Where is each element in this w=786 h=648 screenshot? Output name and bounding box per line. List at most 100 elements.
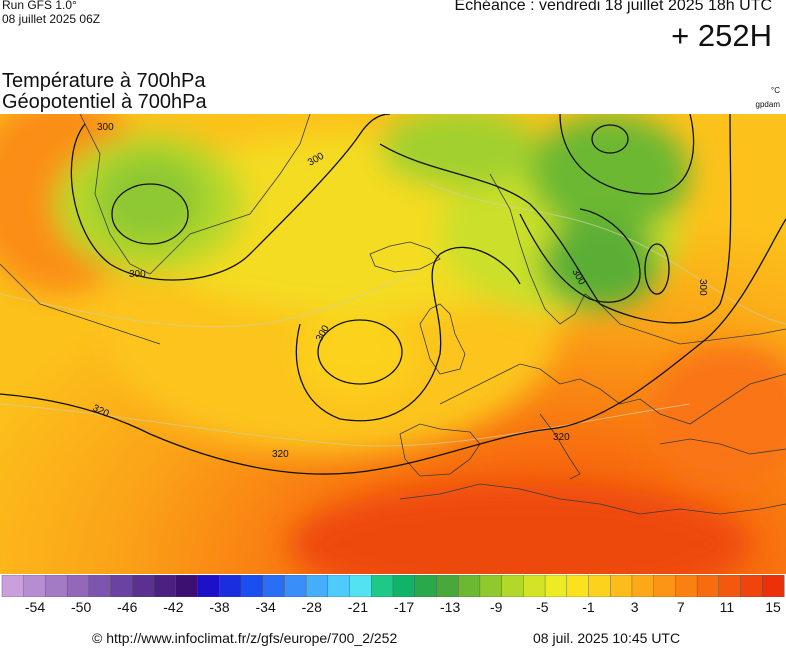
geopotential-contour — [591, 124, 629, 154]
colorbar-swatch — [457, 575, 481, 597]
colorbar-swatch — [566, 575, 590, 597]
hot-north-africa — [290, 484, 750, 574]
coastline-europe — [439, 363, 786, 425]
colorbar-swatch — [479, 575, 503, 597]
colorbar-swatch — [1, 575, 25, 597]
contour-label: 300 — [129, 269, 146, 280]
run-title: Run GFS 1.0° — [2, 0, 77, 12]
map-title-temperature: Température à 700hPa — [2, 70, 206, 92]
colorbar-tick-label: -42 — [163, 599, 184, 615]
cold-arctic-core — [530, 114, 690, 234]
colorbar-labels: -54 -50 -46 -42 -38 -34 -28 -21 -17 -13 -9 -5 -1 3 7 11… — [0, 599, 786, 619]
colorbar-tick-label: -34 — [255, 599, 276, 615]
colorbar-swatch — [588, 575, 611, 597]
colorbar-tick-label: -28 — [301, 599, 322, 615]
warm-southeast — [650, 344, 786, 484]
colorbar-swatch — [240, 575, 264, 597]
colorbar-tick-label: -21 — [347, 599, 368, 615]
geopotential-contour — [644, 243, 670, 295]
colorbar-swatch — [110, 575, 133, 597]
temperature-colorbar — [1, 575, 785, 597]
colorbar-tick-label: -1 — [582, 599, 595, 615]
colorbar-swatch — [66, 575, 90, 597]
geopotential-contour — [317, 319, 403, 385]
colorbar-swatch — [23, 575, 46, 597]
isotherm — [429, 183, 786, 325]
cool-iceland-area — [380, 114, 540, 189]
coastline-labrador — [0, 263, 161, 345]
colorbar-tick-label: -54 — [24, 599, 46, 615]
coastline-north-africa — [399, 483, 786, 515]
colorbar-swatch — [132, 575, 155, 597]
weather-map: 300 300 300 300 300 300 320 320 320 — [0, 114, 786, 574]
colorbar-swatch — [696, 575, 720, 597]
colorbar-swatch — [436, 575, 459, 597]
geopotential-contour — [379, 114, 732, 324]
unit-temperature: °C — [771, 86, 780, 95]
coastline-turkey — [659, 438, 786, 455]
colorbar-swatch — [392, 575, 416, 597]
colorbar-tick-label: 3 — [630, 599, 639, 615]
colorbar-swatch — [284, 575, 307, 597]
contour-label: 300 — [97, 122, 114, 133]
run-date: 08 juillet 2025 06Z — [2, 12, 101, 26]
colorbar-swatch — [544, 575, 568, 597]
colorbar-swatch — [197, 575, 220, 597]
colorbar-swatch — [523, 575, 546, 597]
colorbar-swatch — [414, 575, 437, 597]
colorbar-swatch — [653, 575, 676, 597]
contour-label: 300 — [697, 279, 708, 296]
colorbar-swatch — [718, 575, 742, 597]
geopotential-contour — [519, 208, 641, 303]
coastline-british-isles — [419, 303, 466, 375]
geopotential-contour — [70, 114, 391, 281]
footer-source-url: © http://www.infoclimat.fr/z/gfs/europe/… — [92, 630, 398, 646]
colorbar-swatch — [45, 575, 68, 597]
colorbar-swatch — [175, 575, 198, 597]
colorbar-swatch — [327, 575, 351, 597]
lead-time: + 252H — [671, 18, 772, 53]
colorbar-swatch — [262, 575, 285, 597]
cold-greenland-core — [95, 154, 205, 244]
geopotential-contour — [111, 183, 189, 245]
isotherm — [0, 403, 691, 447]
colorbar-tick-label: 7 — [676, 599, 685, 615]
geopotential-contour — [559, 114, 695, 195]
colorbar-tick-label: -38 — [209, 599, 230, 615]
colorbar-tick-label: -46 — [117, 599, 138, 615]
colorbar-swatch — [675, 575, 698, 597]
geopotential-contour — [295, 246, 521, 422]
mild-atlantic-low — [295, 314, 415, 394]
colorbar-tick-label: 11 — [719, 599, 735, 615]
colorbar-swatch — [371, 575, 394, 597]
colorbar-swatch — [762, 575, 785, 597]
colorbar-swatch — [219, 575, 242, 597]
forecast-valid-time: Echéance : vendredi 18 juillet 2025 18h … — [454, 0, 772, 14]
colorbar-tick-label: 15 — [765, 599, 781, 615]
colorbar-tick-label: -9 — [490, 599, 503, 615]
coastline-iceland — [369, 241, 441, 273]
colorbar-swatch — [631, 575, 655, 597]
colorbar-tick-label: -50 — [71, 599, 92, 615]
colorbar-tick-label: -5 — [536, 599, 549, 615]
colorbar-tick-label: -13 — [440, 599, 461, 615]
colorbar-swatch — [305, 575, 329, 597]
unit-geopotential: gpdam — [755, 100, 780, 109]
coastline-greenland — [79, 114, 311, 275]
geopotential-contour — [0, 218, 786, 475]
colorbar-swatch — [610, 575, 633, 597]
colorbar-tick-label: -17 — [393, 599, 415, 615]
coastline-italy — [539, 413, 581, 480]
colorbar-swatch — [740, 575, 763, 597]
colorbar-swatch — [501, 575, 524, 597]
footer-timestamp: 08 juil. 2025 10:45 UTC — [533, 630, 681, 646]
contour-label: 320 — [553, 432, 570, 443]
map-title-geopotential: Géopotentiel à 700hPa — [2, 91, 207, 113]
isotherm — [0, 263, 431, 328]
colorbar-swatch — [349, 575, 372, 597]
colorbar-swatch — [88, 575, 112, 597]
coastline-scandinavia — [489, 173, 786, 345]
coastline-iberia — [399, 423, 481, 477]
colorbar-swatch — [153, 575, 177, 597]
cold-scandinavia-core — [540, 219, 660, 309]
